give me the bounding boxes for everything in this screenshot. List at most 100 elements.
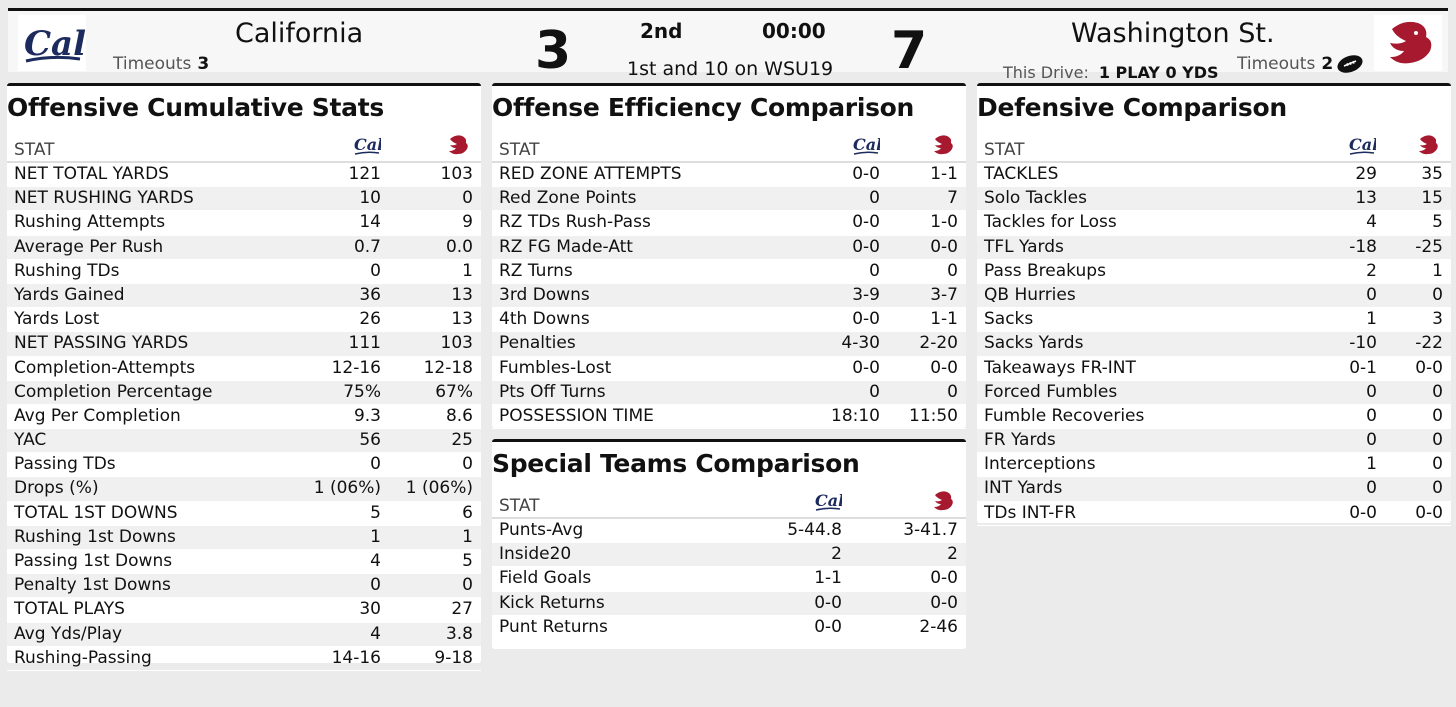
table-row: Penalty 1st Downs 0 0	[7, 574, 481, 599]
wsu-value: 1	[462, 260, 473, 281]
stat-name: TFL Yards	[984, 236, 1064, 257]
cal-value: 4	[1366, 212, 1377, 233]
table-row: Completion Percentage 75% 67%	[7, 380, 481, 405]
table-row: Punt Returns 0-0 2-46	[492, 616, 966, 640]
wsu-value: 13	[451, 284, 473, 305]
cal-value: 1-1	[814, 568, 842, 589]
table-row: Pass Breakups 2 1	[977, 260, 1451, 284]
svg-text:Cal: Cal	[354, 135, 381, 154]
wsu-value: 5	[1432, 212, 1443, 233]
wsu-value: 0	[947, 381, 958, 402]
drive-summary: This Drive: 1 PLAY 0 YDS	[1003, 63, 1219, 82]
cal-value: 0	[869, 381, 880, 402]
stat-name: Kick Returns	[499, 592, 605, 613]
cal-column-logo: Cal	[814, 489, 844, 517]
wsu-logo	[1374, 15, 1442, 71]
table-row: 4th Downs 0-0 1-1	[492, 308, 966, 333]
wsu-value: 0-0	[930, 357, 958, 378]
stat-name: Sacks Yards	[984, 333, 1084, 354]
svg-text:Cal: Cal	[815, 491, 842, 510]
svg-text:Cal: Cal	[1349, 135, 1376, 154]
cal-logo: Cal	[18, 15, 86, 71]
table-row: Pts Off Turns 0 0	[492, 380, 966, 405]
wsu-value: 11:50	[909, 405, 958, 426]
wsu-value: 103	[440, 333, 473, 354]
cal-value: 0-0	[852, 212, 880, 233]
drive-value: 1 PLAY 0 YDS	[1098, 63, 1219, 82]
cal-value: 0	[869, 260, 880, 281]
wsu-value: 1-1	[930, 164, 958, 184]
efficiency-table-header: STAT Cal	[492, 131, 966, 163]
stat-name: Takeaways FR-INT	[984, 357, 1136, 378]
cal-value: 14-16	[331, 647, 381, 668]
home-timeouts: Timeouts 3	[113, 54, 209, 74]
away-timeouts-label: Timeouts	[1237, 54, 1316, 74]
table-row: TOTAL 1ST DOWNS 5 6	[7, 502, 481, 526]
stat-name: Avg Yds/Play	[14, 623, 123, 644]
cal-value: -10	[1349, 333, 1377, 354]
stat-name: Sacks	[984, 309, 1034, 330]
table-row: Rushing Attempts 14 9	[7, 211, 481, 236]
efficiency-panel: Offense Efficiency Comparison STAT Cal R…	[492, 83, 966, 430]
stat-name: Rushing 1st Downs	[14, 526, 176, 547]
cal-value: 1	[1366, 309, 1377, 330]
stat-name: RED ZONE ATTEMPTS	[499, 164, 682, 184]
cal-value: 0	[370, 260, 381, 281]
table-row: QB Hurries 0 0	[977, 283, 1451, 309]
table-row: Yards Gained 36 13	[7, 283, 481, 309]
cal-value: 0	[1366, 405, 1377, 426]
cal-value: 36	[359, 284, 381, 305]
stat-name: Interceptions	[984, 454, 1096, 475]
table-row: Sacks Yards -10 -22	[977, 332, 1451, 357]
cal-value: 0-0	[852, 309, 880, 330]
stat-name: QB Hurries	[984, 284, 1076, 305]
table-row: 3rd Downs 3-9 3-7	[492, 283, 966, 309]
cal-value: 30	[359, 599, 381, 620]
wsu-value: 1	[1432, 260, 1443, 281]
cal-value: 1	[370, 526, 381, 547]
cal-value: 5-44.8	[787, 520, 842, 540]
home-team-name: California	[235, 18, 364, 49]
cal-value: -18	[1349, 236, 1377, 257]
cal-value: 0	[1366, 284, 1377, 305]
stat-name: TDs INT-FR	[984, 502, 1077, 523]
stat-name: Completion Percentage	[14, 381, 213, 402]
table-row: Takeaways FR-INT 0-1 0-0	[977, 357, 1451, 381]
table-row: Passing 1st Downs 4 5	[7, 550, 481, 575]
stat-name: Penalties	[499, 333, 576, 354]
wsu-value: 25	[451, 430, 473, 451]
home-timeouts-label: Timeouts	[113, 54, 192, 74]
stat-name: INT Yards	[984, 478, 1063, 499]
stat-name: Rushing TDs	[14, 260, 120, 281]
stat-name: Drops (%)	[14, 478, 99, 499]
wsu-value: 3	[1432, 309, 1443, 330]
stat-name: Forced Fumbles	[984, 381, 1118, 402]
cal-value: 18:10	[831, 405, 880, 426]
wsu-value: -22	[1415, 333, 1443, 354]
cal-value: 0-0	[852, 164, 880, 184]
cal-value: 29	[1355, 164, 1377, 184]
wsu-value: 7	[947, 188, 958, 209]
table-row: Kick Returns 0-0 0-0	[492, 591, 966, 616]
stat-name: Fumble Recoveries	[984, 405, 1145, 426]
cal-column-logo: Cal	[353, 133, 383, 161]
wsu-value: 3-7	[930, 284, 958, 305]
stat-name: Rushing Attempts	[14, 212, 166, 233]
table-row: Rushing-Passing 14-16 9-18	[7, 647, 481, 671]
defense-table-header: STAT Cal	[977, 131, 1451, 163]
game-clock: 00:00	[762, 19, 826, 43]
stat-name: Solo Tackles	[984, 188, 1087, 209]
offense-panel: Offensive Cumulative Stats STAT Cal NET …	[7, 83, 481, 671]
table-row: POSSESSION TIME 18:10 11:50	[492, 405, 966, 430]
table-row: TOTAL PLAYS 30 27	[7, 598, 481, 623]
stat-name: RZ FG Made-Att	[499, 236, 633, 257]
down-and-distance: 1st and 10 on WSU19	[627, 58, 834, 80]
cal-value: 2	[831, 544, 842, 565]
wsu-value: 0-0	[1415, 357, 1443, 378]
stat-name: Field Goals	[499, 568, 592, 589]
stat-name: Rushing-Passing	[14, 647, 152, 668]
table-row: Sacks 1 3	[977, 308, 1451, 333]
table-row: Solo Tackles 13 15	[977, 187, 1451, 212]
efficiency-panel-title: Offense Efficiency Comparison	[492, 93, 915, 122]
cal-value: 3-9	[852, 284, 880, 305]
